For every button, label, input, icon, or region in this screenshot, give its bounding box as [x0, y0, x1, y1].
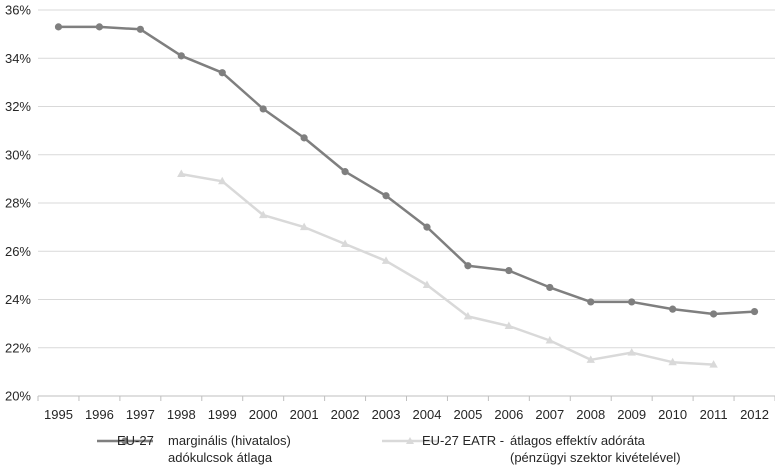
series-1 [54, 23, 759, 318]
series-layer [54, 23, 759, 368]
x-tick-label: 2002 [331, 407, 360, 422]
x-tick-label: 1996 [85, 407, 114, 422]
series-1-point [259, 105, 267, 113]
y-tick-label: 24% [5, 292, 31, 307]
series-2-point [668, 357, 677, 366]
series-1-point [587, 298, 595, 306]
x-tick-label: 2007 [535, 407, 564, 422]
series-2-point [340, 239, 350, 248]
y-tick-label: 28% [5, 196, 31, 211]
series-1-point [669, 305, 677, 313]
y-tick-label: 36% [5, 3, 31, 18]
series-2-point [709, 360, 718, 368]
y-tick-label: 20% [5, 389, 31, 404]
series-1-point [628, 298, 636, 306]
series-2-line [181, 172, 714, 366]
series-1-point [382, 192, 390, 200]
series-2-point [299, 222, 309, 231]
x-tick-label: 2011 [700, 407, 728, 422]
series-2-point [381, 256, 391, 264]
series-2-point [463, 311, 473, 320]
series-2 [177, 169, 718, 368]
series-1-point [218, 69, 226, 77]
series-1-point [177, 52, 185, 60]
legend-desc-line1-series-2: átlagos effektív adóráta [510, 433, 645, 448]
x-tick-label: 2005 [453, 407, 482, 422]
series-2-point [218, 176, 227, 185]
y-tick-label: 22% [5, 340, 31, 355]
x-tick-label: 1999 [208, 407, 237, 422]
y-tick-label: 34% [5, 51, 31, 66]
x-tick-label: 2004 [413, 407, 442, 422]
series-1-point [341, 168, 349, 176]
series-1-point [546, 283, 554, 292]
legend-label-series-1: EU-27 [117, 433, 154, 448]
x-tick-label: 2006 [494, 407, 523, 422]
x-tick-label: 2010 [658, 407, 687, 422]
series-2-point [545, 336, 555, 344]
legend-desc-line1-series-1: marginális (hivatalos) [168, 433, 291, 448]
series-2-point [627, 348, 636, 356]
x-tick-label: 2000 [249, 407, 278, 422]
legend-swatch-series-2 [382, 437, 438, 444]
series-1-line [58, 25, 755, 316]
legend-desc-line2-series-2: (pénzügyi szektor kivételével) [510, 450, 681, 465]
series-1-point [95, 23, 104, 31]
series-1-point [750, 307, 759, 316]
x-tick-label: 2003 [372, 407, 401, 422]
y-tick-label: 32% [5, 99, 31, 114]
series-2-point [586, 355, 595, 363]
y-axis-tick-labels: 20% 22% 24% 26% 28% 30% 32% 34% 36% [5, 3, 31, 404]
x-tick-label: 1998 [167, 407, 196, 422]
x-tick-label: 1995 [44, 407, 73, 422]
series-1-point [709, 310, 718, 318]
series-1-point [505, 266, 513, 275]
series-1-point [423, 223, 431, 231]
x-axis [37, 395, 775, 401]
series-1-point [464, 262, 472, 270]
legend-swatch-series-1 [97, 437, 153, 445]
y-tick-label: 30% [5, 147, 31, 162]
x-tick-label: 2012 [740, 407, 769, 422]
series-2-point [504, 321, 514, 330]
x-tick-label: 2001 [290, 407, 319, 422]
series-2-point [422, 280, 432, 289]
y-tick-label: 26% [5, 244, 31, 259]
series-1-point [300, 134, 308, 142]
series-1-point [54, 23, 63, 31]
series-2-point [177, 169, 186, 178]
x-axis-tick-labels: 1995 1996 1997 1998 1999 2000 2001 2002 2003 2004… [44, 407, 769, 422]
x-tick-label: 2009 [617, 407, 646, 422]
legend-desc-line2-series-1: adókulcsok átlaga [168, 450, 273, 465]
series-1-point [136, 25, 144, 33]
x-tick-label: 2008 [576, 407, 605, 422]
series-2-point [258, 210, 268, 219]
legend-label-series-2: EU-27 EATR - [422, 433, 505, 448]
gridlines [38, 9, 775, 349]
x-tick-label: 1997 [126, 407, 155, 422]
